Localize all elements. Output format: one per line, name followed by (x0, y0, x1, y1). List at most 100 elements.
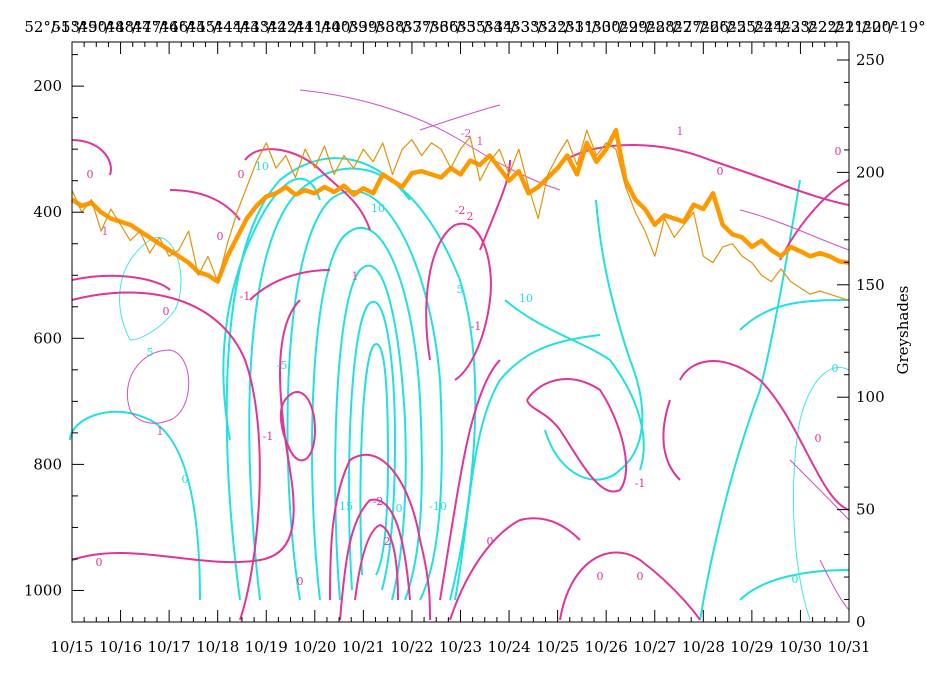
contour-label: 10 (519, 292, 533, 305)
x-tick-label: 10/20 (293, 638, 336, 656)
contour-label: -2 (373, 495, 384, 508)
contour-label: 0 (87, 168, 94, 181)
contour-label: 0 (96, 556, 103, 569)
top-position-label: 21°/-20° (835, 18, 898, 36)
x-tick-label: 10/24 (487, 638, 530, 656)
right-tick-label: 150 (856, 276, 885, 294)
contour-line (559, 551, 701, 621)
contour-line (169, 189, 241, 221)
top-position-label: 31°/-30° (565, 18, 628, 36)
thick-series-line (70, 128, 850, 284)
left-tick-label: 400 (33, 203, 62, 221)
top-position-label: 51°/-50° (51, 18, 114, 36)
contour-label: -1 (471, 320, 482, 333)
contour-label: 0 (637, 570, 644, 583)
x-tick-label: 10/26 (585, 638, 628, 656)
contour-line (479, 159, 511, 251)
contour-line (544, 199, 644, 481)
contour-label: 0 (182, 473, 189, 486)
top-position-label: 28°/-27° (646, 18, 709, 36)
contour-line (739, 569, 850, 601)
contour-label: 1 (157, 425, 164, 438)
top-position-label: 32°/-31° (538, 18, 601, 36)
contour-label: -1 (240, 290, 251, 303)
contour-line (249, 269, 331, 301)
right-tick-label: 250 (856, 51, 885, 69)
contour-line (334, 264, 407, 601)
contour-line (71, 139, 112, 176)
top-position-label: 43°/-42° (241, 18, 304, 36)
contour-line (425, 222, 492, 381)
top-position-label: 25°/-24° (727, 18, 790, 36)
top-position-label: 44°/-43° (214, 18, 277, 36)
contour-line (789, 459, 850, 521)
top-position-label: 37°/-36° (403, 18, 466, 36)
x-tick-label: 10/28 (682, 638, 725, 656)
x-tick-label: 10/19 (245, 638, 288, 656)
x-tick-label: 10/22 (390, 638, 433, 656)
contour-label: 10 (255, 160, 269, 173)
contour-label: 0 (832, 362, 839, 375)
contour-line (71, 299, 301, 564)
top-position-label: 30°/-29° (592, 18, 655, 36)
axis-labels: 10/15 10/16 10/17 10/18 10/19 10/20 10/21 10/22… (24, 18, 926, 656)
contour-line (299, 89, 561, 191)
series-layer (70, 128, 850, 302)
left-tick-label: 800 (33, 455, 62, 473)
contour-line (339, 498, 411, 621)
contour-label: -5 (277, 359, 288, 372)
contour-label: 0 (835, 145, 842, 158)
contour-label: 0 (297, 575, 304, 588)
top-position-label: 36°/-35° (430, 18, 493, 36)
left-tick-label: 200 (33, 77, 62, 95)
contour-label: 15 (339, 500, 353, 513)
top-position-label: 24°/-23° (754, 18, 817, 36)
contour-label: 0 (597, 570, 604, 583)
contour-line (71, 291, 261, 621)
top-position-label: 48°/-47° (105, 18, 168, 36)
top-position-label: 49°/-48° (78, 18, 141, 36)
contour-label: 5 (457, 283, 464, 296)
contour-line (439, 359, 501, 601)
contour-label: 0 (217, 230, 224, 243)
contour-label: 1 (677, 125, 684, 138)
contour-label: -1 (263, 430, 274, 443)
x-tick-label: 10/17 (148, 638, 191, 656)
top-position-label: 27°/-26° (673, 18, 736, 36)
contour-label: 0 (792, 573, 799, 586)
contour-label: 2 (467, 210, 474, 223)
contour-line (564, 144, 850, 206)
contour-line (792, 367, 850, 621)
top-position-label: 39°/-38° (349, 18, 412, 36)
contour-label: 10 (371, 202, 385, 215)
top-position-label: 45°/-44° (187, 18, 250, 36)
contour-line (119, 237, 182, 341)
contour-line (244, 148, 371, 231)
contour-line (739, 299, 850, 331)
contour-label: 0 (163, 305, 170, 318)
right-tick-label: 50 (856, 501, 875, 519)
top-position-label: 29°/-28° (619, 18, 682, 36)
contour-line (126, 349, 190, 424)
x-tick-label: 10/31 (827, 638, 870, 656)
top-position-label: 20°/-19° (862, 18, 925, 36)
contour-label: 0 (238, 168, 245, 181)
x-tick-label: 10/29 (730, 638, 773, 656)
thin-series-line (71, 129, 850, 302)
contour-line (679, 360, 850, 511)
contour-label: 1 (352, 270, 359, 283)
left-tick-label: 1000 (24, 581, 62, 599)
contour-label: 2 (384, 535, 391, 548)
contour-field: 0 0 0 0 0 0 0 0 0 0 0 0 1 1 1 1 1 -1 -1 2 -1 2 -1 -2 -2 -2 0 0 0 5 -5 5… (69, 89, 850, 621)
contour-label: 0 (396, 502, 403, 515)
contour-line (279, 391, 317, 462)
x-tick-label: 10/15 (50, 638, 93, 656)
contour-line (354, 523, 399, 601)
contour-label: 0 (815, 432, 822, 445)
top-position-label: 23°/-22° (781, 18, 844, 36)
contour-line (222, 177, 321, 441)
contour-label: 0 (717, 165, 724, 178)
x-tick-label: 10/18 (196, 638, 239, 656)
x-tick-label: 10/16 (99, 638, 142, 656)
right-tick-label: 0 (856, 613, 866, 631)
